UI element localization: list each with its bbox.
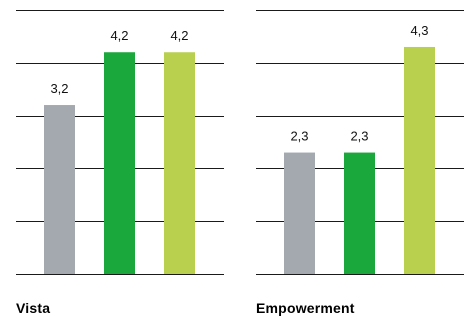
bar-empowerment-2 [344,152,375,274]
chart-vista: 3,2 4,2 4,2 [16,10,224,275]
bar-vista-3 [164,52,195,274]
data-label-empowerment-3: 4,3 [410,23,428,38]
bar-empowerment-3 [404,46,435,275]
data-label-vista-1: 3,2 [50,81,68,96]
bar-vista-1 [44,105,75,274]
chart-title-vista: Vista [16,300,51,316]
data-label-empowerment-1: 2,3 [290,129,308,144]
data-label-vista-2: 4,2 [110,28,128,43]
bar-vista-2 [104,52,135,274]
data-label-vista-3: 4,2 [170,28,188,43]
chart-title-empowerment: Empowerment [256,300,355,316]
data-label-empowerment-2: 2,3 [350,129,368,144]
chart-empowerment: 2,3 2,3 4,3 [256,10,464,275]
bar-empowerment-1 [284,152,315,274]
